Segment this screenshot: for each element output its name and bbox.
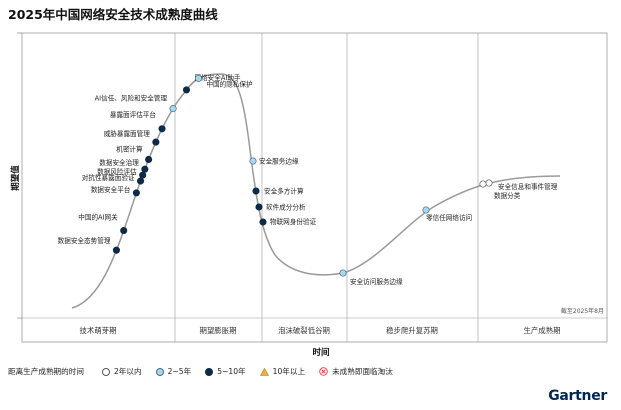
legend-swatch-triangle-icon bbox=[259, 367, 269, 376]
data-points: 数据安全态势管理 中国的AI网关 数据安全平台对抗性暴露面验证数据风险评估数据安全治… bbox=[58, 73, 253, 254]
point-label: 安全服务边缘 bbox=[259, 157, 299, 166]
data-point-marker bbox=[169, 105, 177, 113]
legend-label: 10年以上 bbox=[272, 367, 306, 376]
point-label: 网络安全AI助手 bbox=[194, 73, 240, 82]
data-point-marker bbox=[182, 86, 191, 94]
point-label: 数据风险评估 bbox=[97, 167, 137, 176]
data-point-marker bbox=[120, 227, 128, 235]
marker-sca bbox=[255, 203, 263, 211]
data-point-marker bbox=[145, 155, 153, 164]
legend-label: 5~10年 bbox=[217, 367, 246, 376]
legend-item-gt10: 10年以上 bbox=[259, 366, 306, 377]
legend-swatch-white-circle bbox=[101, 367, 110, 376]
legend-item-5to10: 5~10年 bbox=[205, 366, 246, 377]
legend-swatch-light-blue-circle bbox=[155, 367, 164, 376]
point-label: 中国的隐私保护 bbox=[206, 79, 253, 88]
point-label: 数据安全平台 bbox=[91, 185, 131, 194]
legend-label: 未成熟即面临淘汰 bbox=[332, 367, 393, 376]
marker-sse bbox=[249, 157, 257, 165]
legend-item-lt2: 2年以内 bbox=[101, 366, 142, 377]
data-point-marker bbox=[132, 189, 140, 197]
point-label: 机密计算 bbox=[116, 144, 143, 153]
data-point-marker bbox=[136, 177, 145, 185]
point-label: 对抗性暴露面验证 bbox=[82, 173, 135, 182]
as-of-note: 截至2025年8月 bbox=[561, 307, 604, 315]
marker-sase bbox=[339, 269, 347, 277]
data-point-marker bbox=[158, 125, 166, 133]
point-label: 数据安全态势管理 bbox=[58, 236, 111, 245]
legend-item-2to5: 2~5年 bbox=[155, 366, 192, 377]
point-label: 软件成分分析 bbox=[266, 203, 306, 212]
point-label: 威胁暴露面管理 bbox=[104, 129, 151, 138]
point-label: 数据安全治理 bbox=[99, 158, 139, 167]
chart-title: 2025年中国网络安全技术成熟度曲线 bbox=[8, 7, 218, 22]
marker-siem bbox=[485, 179, 493, 187]
data-point-marker bbox=[139, 171, 147, 179]
point-label: 中国的AI网关 bbox=[78, 213, 118, 222]
plot-frame bbox=[21, 32, 608, 343]
marker-smpc bbox=[252, 187, 260, 195]
legend-label: 2年以内 bbox=[113, 367, 142, 376]
phase-label: 生产成熟期 bbox=[524, 326, 561, 335]
legend-title: 距离生产成熟期的时间 bbox=[8, 367, 84, 376]
data-point-marker bbox=[152, 138, 160, 146]
gartner-logo: Gartner bbox=[548, 388, 607, 404]
phase-label: 期望膨胀期 bbox=[200, 326, 237, 335]
y-axis-title: 期望值 bbox=[10, 165, 21, 191]
point-label: 安全信息和事件管理 bbox=[498, 182, 558, 191]
point-label: 物联网身份验证 bbox=[270, 217, 317, 226]
legend-label: 2~5年 bbox=[167, 367, 192, 376]
legend-item-obsolete: 未成熟即面临淘汰 bbox=[319, 366, 393, 377]
x-axis-title: 时间 bbox=[312, 347, 329, 358]
phase-label: 泡沫破裂低谷期 bbox=[278, 326, 330, 335]
data-point-marker bbox=[194, 74, 203, 82]
legend: 距离生产成熟期的时间 2年以内 2~5年 5~10年 10年以上 未成熟即面临淘… bbox=[8, 366, 407, 377]
data-point-marker bbox=[112, 246, 120, 254]
point-label: 暴露面评估平台 bbox=[110, 110, 157, 119]
point-label: 零信任网络访问 bbox=[426, 213, 472, 222]
phase-label: 稳步爬升复苏期 bbox=[386, 326, 438, 335]
marker-data-class bbox=[479, 180, 487, 188]
hype-curve bbox=[71, 73, 561, 309]
marker-ztna bbox=[422, 206, 430, 214]
point-label: 安全访问服务边缘 bbox=[350, 277, 403, 286]
marker-iot-auth bbox=[259, 218, 267, 226]
data-point-marker bbox=[141, 165, 149, 173]
legend-swatch-navy-circle bbox=[205, 367, 214, 376]
point-label: AI信任、风险和安全管理 bbox=[95, 94, 168, 103]
point-label: 安全多方计算 bbox=[264, 187, 304, 196]
point-label: 数据分类 bbox=[494, 191, 521, 200]
curve-markers: 安全服务边缘 安全多方计算 软件成分分析 物联网身份验证 安全访问服务边缘 零信… bbox=[249, 157, 558, 286]
legend-swatch-x-icon bbox=[319, 367, 328, 376]
phase-label: 技术萌芽期 bbox=[80, 326, 117, 335]
